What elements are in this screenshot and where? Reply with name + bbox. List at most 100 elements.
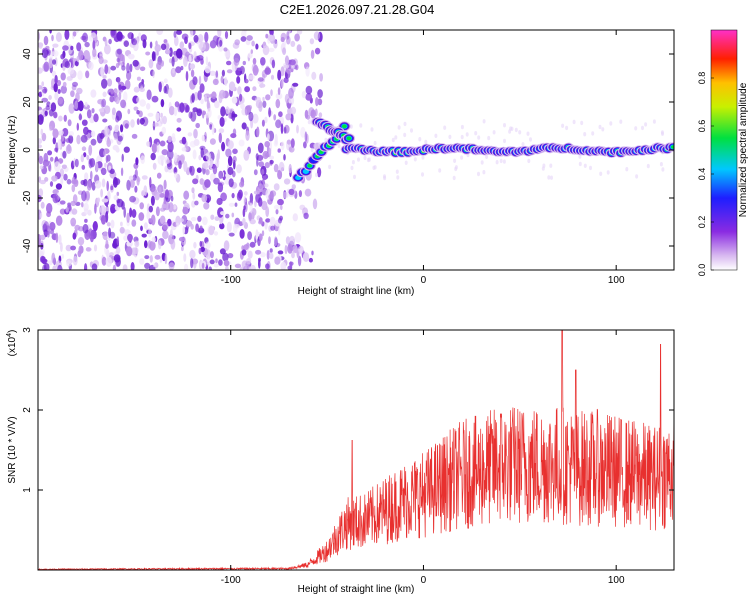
noise-blob [83, 179, 88, 187]
noise-blob [129, 195, 137, 203]
noise-blob [192, 76, 198, 86]
noise-blob [213, 177, 220, 185]
noise-blob [110, 185, 114, 191]
noise-blob [226, 69, 233, 74]
colorbar-tick-label: 0.6 [697, 120, 707, 133]
noise-blob [255, 43, 259, 50]
noise-blob [283, 40, 287, 46]
noise-blob [49, 181, 54, 187]
noise-blob [149, 255, 153, 263]
noise-blob [151, 95, 159, 103]
noise-blob [644, 122, 648, 127]
noise-blob [661, 131, 664, 136]
noise-blob [110, 65, 117, 71]
noise-blob [277, 198, 284, 206]
noise-blob [204, 131, 207, 143]
noise-blob [58, 234, 62, 245]
noise-blob [197, 34, 204, 43]
colorbar-label: Normalized spectral amplitude [738, 82, 749, 217]
noise-blob [211, 124, 215, 136]
noise-blob [286, 139, 292, 145]
noise-blob [107, 190, 111, 201]
noise-blob [123, 91, 128, 102]
noise-blob [102, 118, 108, 123]
noise-blob [140, 225, 143, 232]
noise-blob [219, 39, 223, 47]
noise-blob [221, 69, 225, 77]
noise-blob [55, 183, 63, 190]
noise-blob [231, 111, 236, 122]
noise-blob [268, 107, 271, 118]
noise-blob [183, 190, 190, 200]
noise-blob [182, 225, 185, 235]
noise-blob [67, 67, 75, 75]
noise-blob [108, 38, 112, 45]
noise-blob [228, 202, 235, 207]
noise-blob [156, 61, 162, 70]
snr-ytick-label: 3 [22, 327, 33, 333]
noise-blob [106, 180, 109, 192]
noise-blob [397, 125, 401, 130]
noise-blob [87, 209, 92, 216]
noise-blob [197, 215, 202, 222]
noise-blob [209, 124, 213, 130]
noise-blob [100, 66, 104, 77]
noise-blob [141, 233, 147, 238]
noise-blob [283, 77, 289, 84]
noise-blob [149, 240, 156, 251]
noise-blob [209, 40, 217, 49]
noise-blob [225, 213, 230, 219]
noise-blob [213, 263, 219, 268]
noise-blob [413, 157, 417, 162]
noise-blob [150, 214, 156, 226]
noise-blob [120, 99, 127, 109]
noise-blob [275, 119, 282, 129]
noise-blob [70, 217, 77, 227]
noise-blob [205, 241, 211, 250]
noise-blob [193, 128, 198, 139]
noise-blob [220, 106, 226, 117]
noise-blob [188, 54, 192, 63]
noise-blob [54, 92, 59, 101]
noise-blob [199, 178, 205, 185]
noise-blob [136, 76, 141, 81]
noise-blob [101, 78, 108, 89]
noise-blob [421, 155, 425, 160]
noise-blob [139, 117, 145, 125]
noise-blob [144, 255, 150, 260]
noise-blob [280, 141, 285, 151]
noise-blob [43, 35, 49, 46]
noise-blob [51, 34, 54, 42]
noise-blob [90, 235, 94, 243]
noise-blob [232, 223, 238, 234]
noise-blob [142, 39, 147, 49]
noise-blob [228, 81, 236, 92]
noise-blob [258, 161, 265, 168]
noise-blob [396, 175, 400, 180]
noise-blob [265, 94, 271, 101]
noise-blob [189, 165, 193, 173]
noise-blob [189, 140, 197, 148]
noise-blob [40, 234, 46, 240]
noise-blob [163, 179, 167, 190]
noise-blob [76, 87, 83, 95]
snr-xtick-label: 100 [608, 575, 625, 586]
noise-blob [181, 33, 189, 40]
noise-blob [225, 148, 232, 158]
noise-blob [373, 140, 377, 146]
noise-blob [252, 64, 259, 76]
noise-blob [273, 204, 280, 210]
noise-blob [219, 222, 225, 230]
noise-blob [248, 111, 254, 122]
noise-blob [269, 190, 277, 197]
noise-blob [262, 45, 270, 56]
noise-blob [410, 128, 413, 133]
noise-blob [634, 126, 638, 131]
noise-blob [78, 100, 84, 112]
noise-blob [38, 188, 44, 198]
noise-blob [49, 30, 52, 34]
noise-blob [104, 44, 111, 55]
noise-blob [81, 146, 87, 151]
noise-blob [509, 126, 513, 131]
noise-blob [291, 251, 295, 259]
